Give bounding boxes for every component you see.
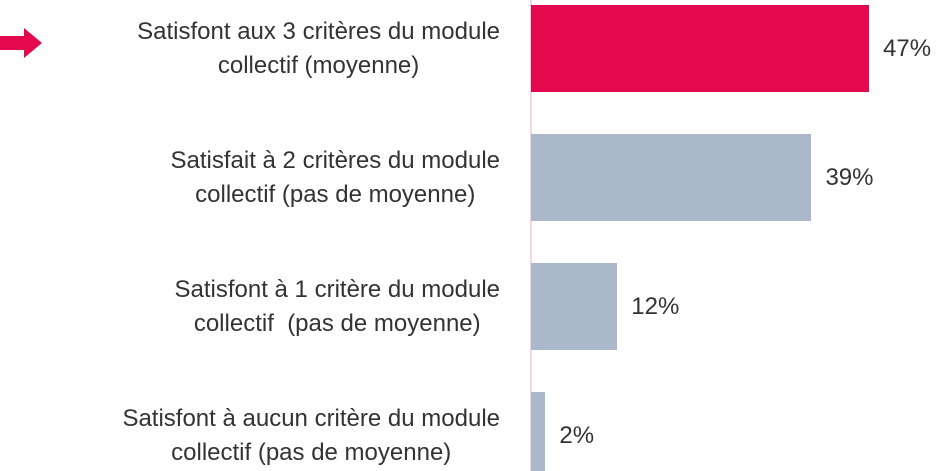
- category-label: Satisfont à aucun critère du module coll…: [122, 404, 500, 466]
- category-label: Satisfont à 1 critère du module collecti…: [174, 275, 500, 337]
- bar: [531, 392, 546, 471]
- category-label: Satisfont aux 3 critères du module colle…: [137, 17, 500, 79]
- value-label: 47%: [883, 34, 932, 62]
- value-label: 12%: [631, 292, 680, 320]
- bar: [531, 263, 618, 350]
- category-label: Satisfait à 2 critères du module collect…: [170, 146, 501, 208]
- arrow: [0, 28, 42, 58]
- bar: [531, 134, 812, 221]
- bar: [531, 5, 869, 92]
- value-label: 2%: [559, 421, 595, 449]
- value-label: 39%: [825, 163, 874, 191]
